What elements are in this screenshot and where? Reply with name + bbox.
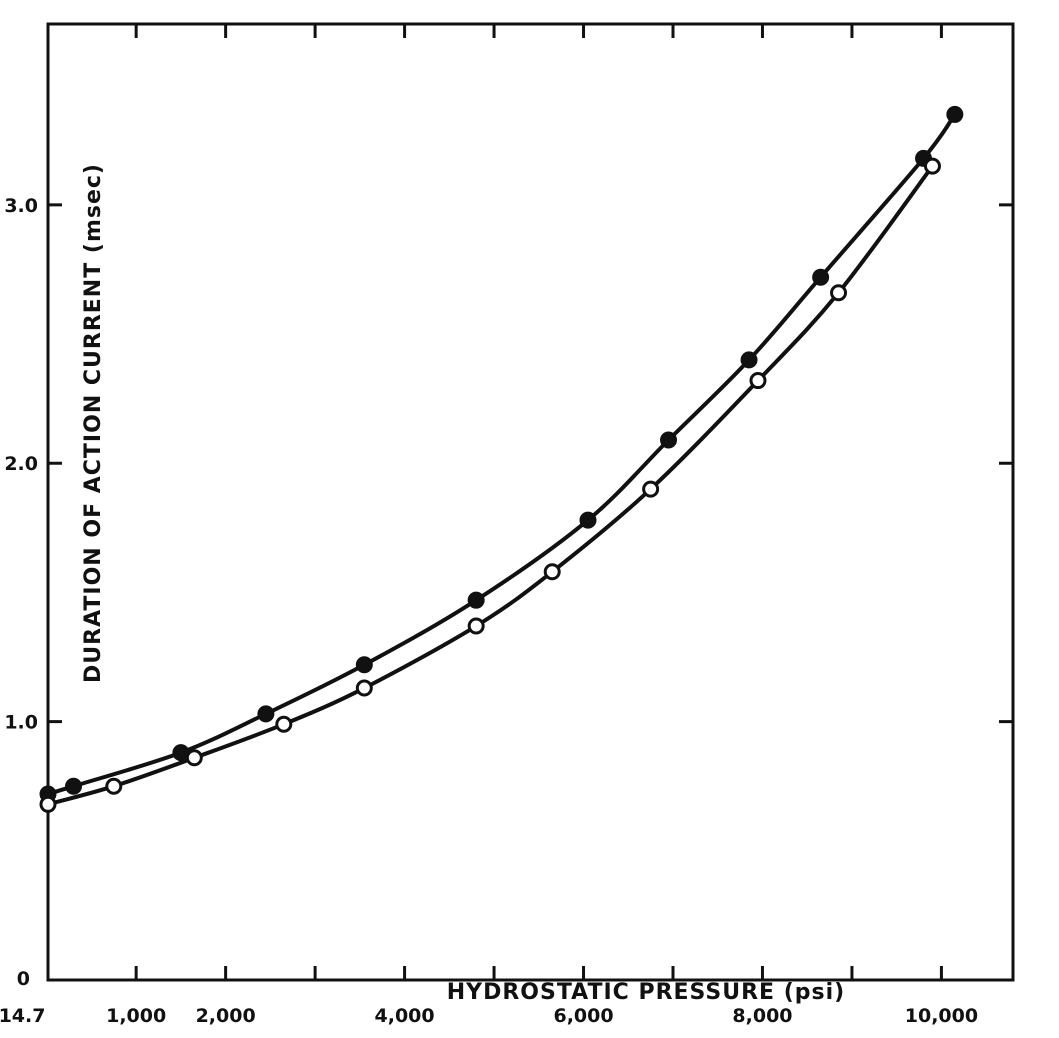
series-2-point [923, 157, 941, 175]
x-tick-label: 6,000 [553, 1005, 613, 1027]
series-2-point [467, 617, 485, 635]
series-1-point [257, 705, 275, 723]
x-tick-label: 8,000 [732, 1005, 792, 1027]
series-2-point [749, 372, 767, 390]
y-tick-label: 1.0 [4, 712, 38, 734]
series-2-point [105, 777, 123, 795]
series-1-point [579, 511, 597, 529]
series-2-point [543, 563, 561, 581]
series-1-point [65, 777, 83, 795]
series-1-point [660, 431, 678, 449]
series-2-line [46, 164, 935, 807]
x-axis-title: HYDROSTATIC PRESSURE (psi) [447, 980, 846, 1005]
x-tick-label: 4,000 [375, 1005, 435, 1027]
series-1-point [740, 351, 758, 369]
y-tick-label: 3.0 [4, 195, 38, 217]
series-2-point [185, 749, 203, 767]
labels: 14.7 1,000 2,000 4,000 6,000 8,000 10,000 0 1.0 2… [0, 195, 978, 1027]
x-tick-label: 2,000 [196, 1005, 256, 1027]
y-tick-label: 2.0 [4, 453, 38, 475]
curves [46, 112, 957, 807]
series-2-point [275, 715, 293, 733]
y-axis-title: DURATION OF ACTION CURRENT (msec) [81, 163, 106, 683]
markers [39, 105, 964, 813]
series-1-point [946, 105, 964, 123]
series-2-point [830, 284, 848, 302]
series-2-point [39, 795, 57, 813]
x-tick-label: 10,000 [905, 1005, 978, 1027]
x-tick-label: 14.7 [0, 1005, 45, 1027]
axes [46, 22, 1015, 982]
y-tick-label: 0 [17, 968, 30, 990]
series-1-point [467, 591, 485, 609]
series-2-point [642, 480, 660, 498]
series-1-point [812, 268, 830, 286]
x-tick-label: 1,000 [106, 1005, 166, 1027]
series-2-point [355, 679, 373, 697]
plot-frame [46, 22, 1015, 982]
series-1-line [46, 112, 957, 796]
series-1-point [355, 656, 373, 674]
